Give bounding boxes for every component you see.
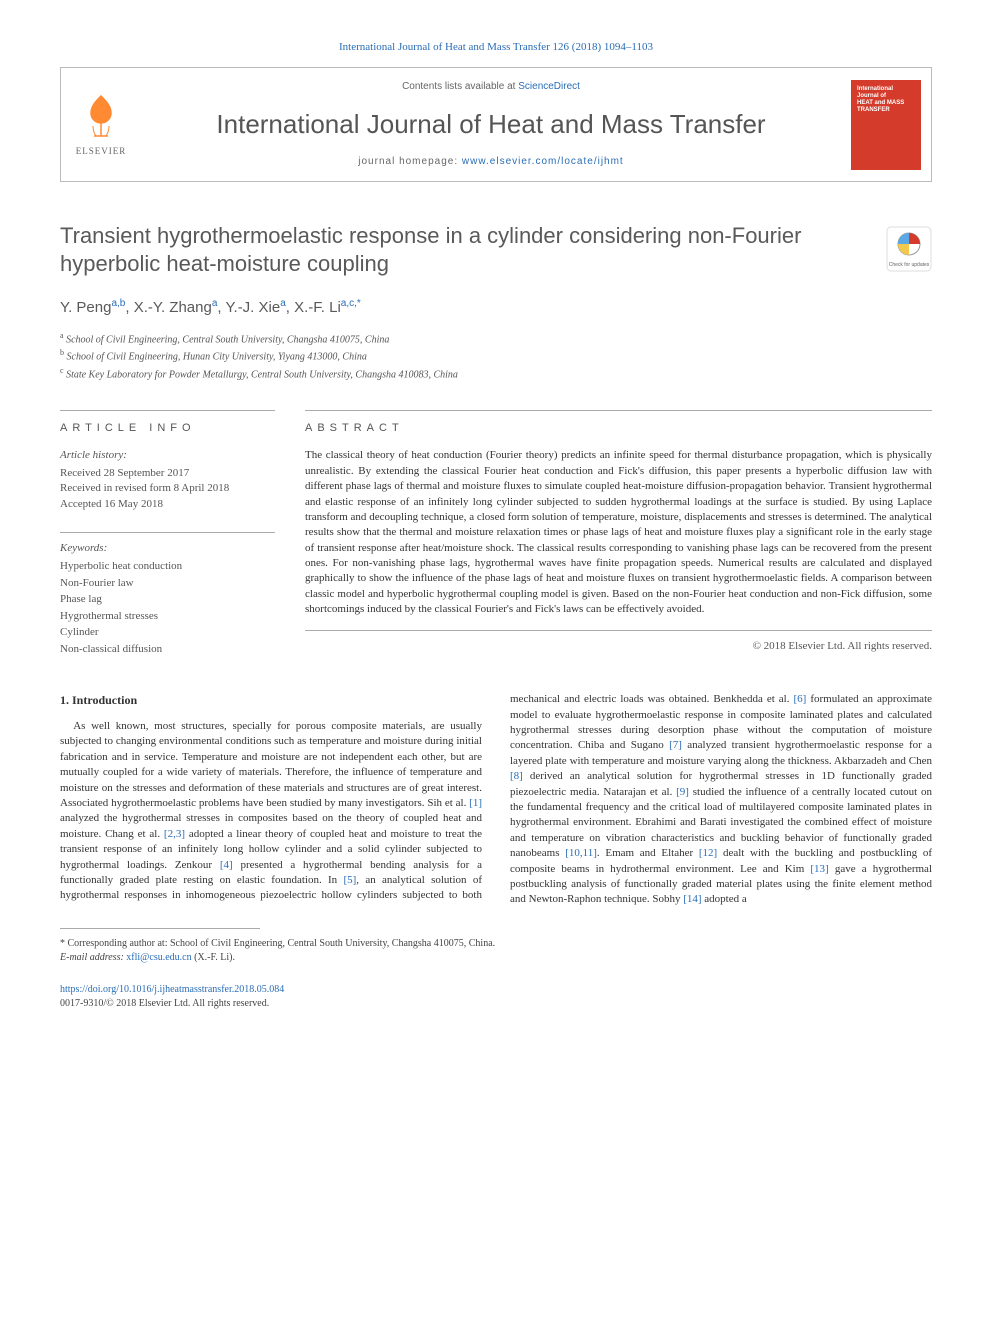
- publisher-name: ELSEVIER: [76, 145, 127, 158]
- crossmark-badge-icon[interactable]: Check for updates: [886, 226, 932, 272]
- author-affil-sup: a,b: [111, 298, 125, 309]
- history-revised: Received in revised form 8 April 2018: [60, 481, 275, 496]
- issn-copyright: 0017-9310/© 2018 Elsevier Ltd. All right…: [60, 997, 932, 1011]
- affiliation: a School of Civil Engineering, Central S…: [60, 330, 932, 347]
- ref-link[interactable]: [10,11]: [565, 847, 597, 859]
- body-text: . Emam and Eltaher: [597, 847, 699, 859]
- body-text: As well known, most structures, speciall…: [60, 720, 482, 809]
- corr-label: * Corresponding author at: School of Civ…: [60, 937, 932, 951]
- citation-bar: International Journal of Heat and Mass T…: [60, 40, 932, 55]
- journal-cover-thumbnail: International Journal of HEAT and MASS T…: [851, 80, 921, 170]
- affiliation: c State Key Laboratory for Powder Metall…: [60, 365, 932, 382]
- page: International Journal of Heat and Mass T…: [0, 0, 992, 1041]
- svg-text:Check for updates: Check for updates: [889, 262, 930, 268]
- author: X.-F. Lia,c,*: [294, 299, 361, 316]
- article-info: ARTICLE INFO Article history: Received 2…: [60, 410, 275, 657]
- keyword: Non-Fourier law: [60, 575, 275, 592]
- affiliation: b School of Civil Engineering, Hunan Cit…: [60, 347, 932, 364]
- intro-paragraph: As well known, most structures, speciall…: [60, 692, 932, 907]
- aff-text: School of Civil Engineering, Central Sou…: [66, 334, 389, 345]
- header-center: Contents lists available at ScienceDirec…: [141, 68, 841, 180]
- elsevier-tree-icon: [76, 91, 126, 141]
- author-affil-sup: a,c,*: [341, 298, 361, 309]
- author: X.-Y. Zhanga: [134, 299, 218, 316]
- abstract-text: The classical theory of heat conduction …: [305, 448, 932, 630]
- homepage-url[interactable]: www.elsevier.com/locate/ijhmt: [462, 156, 624, 167]
- journal-header: ELSEVIER Contents lists available at Sci…: [60, 67, 932, 181]
- affiliations: a School of Civil Engineering, Central S…: [60, 330, 932, 382]
- contents-prefix: Contents lists available at: [402, 81, 518, 92]
- body-columns: 1. Introduction As well known, most stru…: [60, 692, 932, 907]
- ref-link[interactable]: [7]: [669, 739, 682, 751]
- sciencedirect-link[interactable]: ScienceDirect: [518, 81, 580, 92]
- history-received: Received 28 September 2017: [60, 466, 275, 481]
- aff-sup: b: [60, 348, 64, 357]
- author: Y. Penga,b: [60, 299, 125, 316]
- doi-block: https://doi.org/10.1016/j.ijheatmasstran…: [60, 983, 932, 1011]
- journal-homepage: journal homepage: www.elsevier.com/locat…: [141, 155, 841, 169]
- keyword: Cylinder: [60, 624, 275, 641]
- corresponding-author-note: * Corresponding author at: School of Civ…: [60, 937, 932, 965]
- keywords-block: Keywords: Hyperbolic heat conduction Non…: [60, 532, 275, 657]
- keyword: Hyperbolic heat conduction: [60, 558, 275, 575]
- ref-link[interactable]: [14]: [683, 893, 701, 905]
- abstract-column: ABSTRACT The classical theory of heat co…: [305, 410, 932, 657]
- history-accepted: Accepted 16 May 2018: [60, 497, 275, 512]
- author-list: Y. Penga,b, X.-Y. Zhanga, Y.-J. Xiea, X.…: [60, 297, 932, 318]
- ref-link[interactable]: [8]: [510, 770, 523, 782]
- ref-link[interactable]: [12]: [699, 847, 717, 859]
- cover-line-1: International Journal of: [857, 86, 915, 100]
- email-label: E-mail address:: [60, 952, 126, 963]
- ref-link[interactable]: [13]: [810, 863, 828, 875]
- citation-text: International Journal of Heat and Mass T…: [339, 41, 653, 53]
- email-line: E-mail address: xfli@csu.edu.cn (X.-F. L…: [60, 951, 932, 965]
- author-name: Y. Peng: [60, 299, 111, 316]
- email-name: (X.-F. Li).: [192, 952, 235, 963]
- author-name: Y.-J. Xie: [225, 299, 280, 316]
- cover-line-3: TRANSFER: [857, 107, 915, 114]
- publisher-logo: ELSEVIER: [61, 81, 141, 168]
- author-name: X.-Y. Zhang: [134, 299, 212, 316]
- ref-link[interactable]: [5]: [343, 874, 356, 886]
- footer-separator: [60, 928, 260, 929]
- section-heading-intro: 1. Introduction: [60, 692, 482, 709]
- copyright-notice: © 2018 Elsevier Ltd. All rights reserved…: [305, 639, 932, 654]
- contents-available: Contents lists available at ScienceDirec…: [141, 80, 841, 94]
- email-link[interactable]: xfli@csu.edu.cn: [126, 952, 191, 963]
- body-text: adopted a: [702, 893, 747, 905]
- author-affil-sup: a: [212, 298, 218, 309]
- info-abstract-row: ARTICLE INFO Article history: Received 2…: [60, 410, 932, 657]
- aff-sup: c: [60, 366, 64, 375]
- aff-text: State Key Laboratory for Powder Metallur…: [66, 369, 458, 380]
- keywords-label: Keywords:: [60, 541, 275, 556]
- ref-link[interactable]: [4]: [220, 859, 233, 871]
- ref-link[interactable]: [1]: [469, 797, 482, 809]
- author: Y.-J. Xiea: [225, 299, 285, 316]
- keyword: Phase lag: [60, 591, 275, 608]
- title-row: Transient hygrothermoelastic response in…: [60, 222, 932, 279]
- author-affil-sup: a: [280, 298, 286, 309]
- aff-text: School of Civil Engineering, Hunan City …: [67, 352, 367, 363]
- keyword: Hygrothermal stresses: [60, 608, 275, 625]
- abstract-heading: ABSTRACT: [305, 410, 932, 436]
- keyword: Non-classical diffusion: [60, 641, 275, 658]
- history-label: Article history:: [60, 448, 275, 463]
- journal-name: International Journal of Heat and Mass T…: [141, 106, 841, 142]
- article-info-heading: ARTICLE INFO: [60, 410, 275, 436]
- homepage-prefix: journal homepage:: [358, 156, 462, 167]
- ref-link[interactable]: [6]: [794, 693, 807, 705]
- aff-sup: a: [60, 331, 64, 340]
- ref-link[interactable]: [2,3]: [164, 828, 185, 840]
- article-title: Transient hygrothermoelastic response in…: [60, 222, 866, 279]
- cover-line-2: HEAT and MASS: [857, 100, 915, 107]
- doi-link[interactable]: https://doi.org/10.1016/j.ijheatmasstran…: [60, 983, 932, 997]
- ref-link[interactable]: [9]: [676, 786, 689, 798]
- author-name: X.-F. Li: [294, 299, 341, 316]
